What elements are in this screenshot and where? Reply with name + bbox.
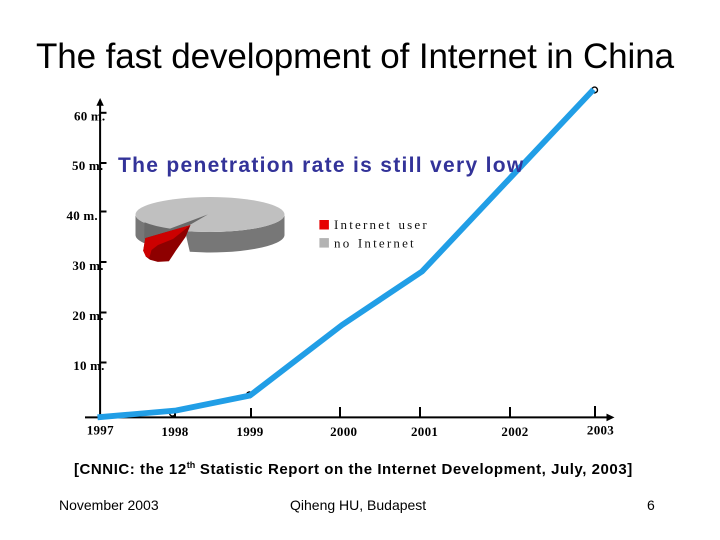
svg-text:50 m.: 50 m.	[72, 158, 103, 173]
svg-text:1998: 1998	[161, 424, 188, 439]
svg-text:2002: 2002	[501, 424, 528, 439]
svg-text:1997: 1997	[87, 423, 114, 438]
svg-text:1999: 1999	[236, 424, 263, 439]
svg-text:2001: 2001	[411, 424, 438, 439]
svg-text:2003: 2003	[587, 423, 614, 438]
svg-text:30 m.: 30 m.	[72, 258, 103, 273]
svg-text:Internet user: Internet user	[334, 217, 429, 232]
svg-text:40 m.: 40 m.	[67, 208, 98, 223]
svg-text:no Internet: no Internet	[334, 236, 416, 251]
svg-text:2000: 2000	[330, 424, 357, 439]
svg-text:10 m.: 10 m.	[73, 358, 104, 373]
svg-text:60 m.: 60 m.	[74, 108, 105, 123]
svg-text:20 m.: 20 m.	[72, 308, 103, 323]
